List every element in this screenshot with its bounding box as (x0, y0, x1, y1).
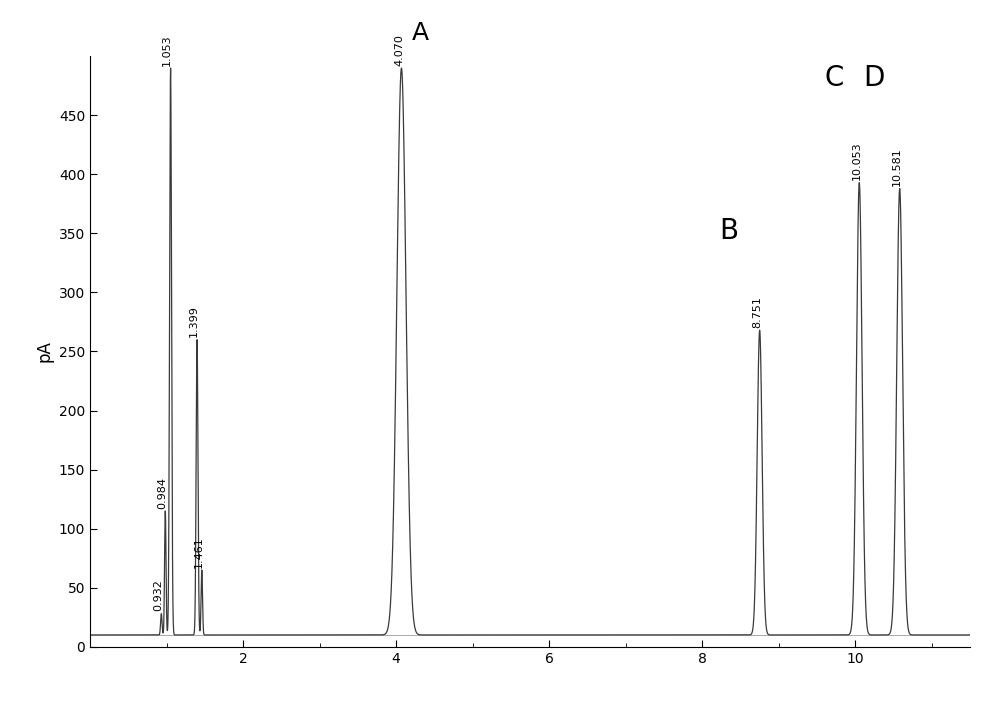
Text: 1.053: 1.053 (162, 34, 172, 65)
Text: 4.070: 4.070 (395, 34, 405, 65)
Text: 0.984: 0.984 (157, 477, 167, 508)
Text: 10.053: 10.053 (852, 141, 862, 180)
Text: 10.581: 10.581 (892, 148, 902, 186)
Text: A: A (411, 21, 429, 45)
Text: 0.932: 0.932 (153, 579, 163, 612)
Text: 8.751: 8.751 (752, 296, 762, 328)
Text: C: C (824, 64, 843, 91)
Y-axis label: pA: pA (35, 340, 53, 363)
Text: 1.399: 1.399 (189, 305, 199, 337)
Text: B: B (719, 217, 739, 245)
Text: D: D (864, 64, 885, 91)
Text: 1.461: 1.461 (193, 536, 203, 567)
